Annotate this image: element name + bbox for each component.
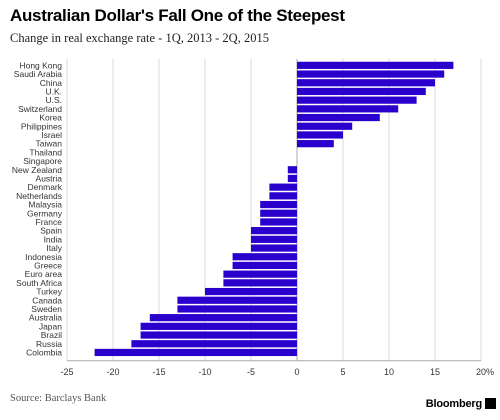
x-tick-label: 0 bbox=[294, 367, 299, 377]
category-label: Denmark bbox=[28, 182, 63, 192]
bar bbox=[94, 348, 297, 357]
x-tick-label: 20% bbox=[476, 367, 494, 377]
category-label: Korea bbox=[39, 113, 62, 123]
category-label: U.K. bbox=[45, 86, 62, 96]
bar bbox=[140, 331, 297, 339]
bar bbox=[287, 174, 297, 183]
bar bbox=[177, 305, 297, 313]
source-note: Source: Barclays Bank bbox=[10, 393, 107, 404]
bar bbox=[232, 253, 297, 261]
bar bbox=[297, 70, 445, 78]
category-label: Switzerland bbox=[18, 104, 62, 114]
category-label: Malaysia bbox=[28, 200, 62, 210]
category-label: Taiwan bbox=[36, 139, 63, 149]
bar bbox=[297, 131, 343, 139]
bar bbox=[287, 166, 297, 174]
bar bbox=[251, 244, 297, 252]
bar bbox=[223, 270, 297, 278]
x-tick-label: 15 bbox=[430, 367, 440, 377]
bar bbox=[260, 209, 297, 217]
category-label: Australia bbox=[29, 313, 62, 323]
bar bbox=[223, 279, 297, 287]
brand-mark-icon bbox=[485, 398, 496, 409]
bar bbox=[131, 340, 297, 348]
bar bbox=[297, 61, 454, 69]
bar bbox=[297, 105, 399, 113]
category-label: Israel bbox=[41, 130, 62, 140]
category-label: Philippines bbox=[21, 121, 62, 131]
bar bbox=[269, 183, 297, 191]
category-label: Thailand bbox=[29, 147, 62, 157]
bar bbox=[149, 314, 297, 322]
category-label: Hong Kong bbox=[19, 60, 62, 70]
category-label: Euro area bbox=[25, 269, 63, 279]
category-label: India bbox=[44, 234, 63, 244]
category-label: Indonesia bbox=[25, 252, 62, 262]
category-label: France bbox=[36, 217, 63, 227]
category-label: China bbox=[40, 78, 62, 88]
bar bbox=[297, 122, 353, 130]
category-label: U.S. bbox=[45, 95, 62, 105]
bar bbox=[297, 96, 417, 104]
category-label: Canada bbox=[32, 295, 62, 305]
bar bbox=[297, 87, 426, 96]
chart-title: Australian Dollar's Fall One of the Stee… bbox=[10, 6, 345, 25]
x-tick-label: -15 bbox=[152, 367, 165, 377]
bar bbox=[269, 192, 297, 200]
x-tick-label: -5 bbox=[247, 367, 255, 377]
category-label: Germany bbox=[27, 208, 63, 218]
x-tick-label: -20 bbox=[106, 367, 119, 377]
bar bbox=[205, 287, 297, 296]
category-label: New Zealand bbox=[12, 165, 62, 175]
brand-logo: Bloomberg bbox=[425, 398, 482, 410]
bar bbox=[140, 322, 297, 330]
category-label: Greece bbox=[34, 260, 62, 270]
x-tick-label: 5 bbox=[340, 367, 345, 377]
category-label: Russia bbox=[36, 339, 62, 349]
bars bbox=[94, 61, 454, 357]
bar bbox=[177, 296, 297, 304]
x-tick-labels: -25 -20 -15 -10 -5 0 5 10 15 20% bbox=[60, 367, 494, 377]
bar bbox=[251, 235, 297, 243]
category-label: Turkey bbox=[36, 287, 62, 297]
bar bbox=[232, 261, 297, 270]
category-label: South Africa bbox=[16, 278, 62, 288]
grid-lines bbox=[66, 59, 482, 362]
bar bbox=[297, 113, 380, 122]
x-tick-label: 10 bbox=[384, 367, 394, 377]
category-label: Italy bbox=[46, 243, 62, 253]
x-tick-label: -10 bbox=[198, 367, 211, 377]
category-label: Sweden bbox=[31, 304, 62, 314]
bar bbox=[260, 200, 297, 209]
category-label: Spain bbox=[40, 226, 62, 236]
category-label: Netherlands bbox=[16, 191, 62, 201]
category-label: Brazil bbox=[41, 330, 62, 340]
x-tick-label: -25 bbox=[60, 367, 73, 377]
bar bbox=[260, 218, 297, 226]
category-label: Austria bbox=[36, 173, 63, 183]
category-label: Singapore bbox=[23, 156, 62, 166]
category-label: Saudi Arabia bbox=[14, 69, 62, 79]
category-label: Colombia bbox=[26, 347, 62, 357]
bar bbox=[297, 140, 334, 148]
chart-subtitle: Change in real exchange rate - 1Q, 2013 … bbox=[10, 31, 269, 45]
bar bbox=[251, 227, 297, 235]
category-label: Japan bbox=[39, 321, 62, 331]
bar bbox=[297, 79, 435, 87]
